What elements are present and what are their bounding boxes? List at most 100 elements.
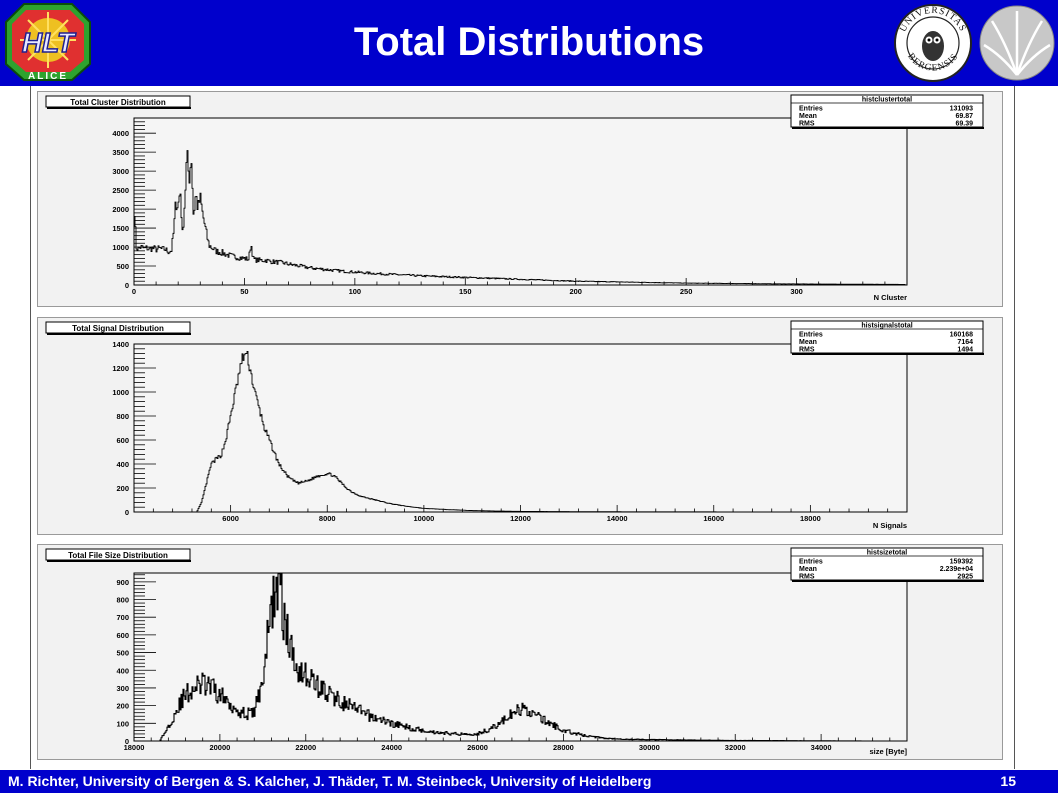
y-axis: 0 100 200 300 400 500 600 700 800 900 <box>116 574 156 746</box>
university-of-bergen-seal: UNIVERSITAS BERGENSIS <box>894 4 972 82</box>
x-tick-label: 150 <box>459 287 472 296</box>
y-tick-label: 200 <box>116 484 129 493</box>
y-tick-label: 500 <box>116 262 129 271</box>
histogram-svg: Total File Size Distribution histsizetota… <box>45 547 984 756</box>
x-tick-label: 30000 <box>639 743 660 752</box>
y-tick-label: 1200 <box>112 364 129 373</box>
y-tick-label: 500 <box>116 649 129 658</box>
stats-label-rms: RMS <box>799 574 815 581</box>
y-tick-label: 100 <box>116 719 129 728</box>
histogram-title: Total Signal Distribution <box>72 324 164 333</box>
x-tick-label: 100 <box>349 287 362 296</box>
filesize-histogram-panel: Total File Size Distribution histsizetota… <box>37 544 1003 760</box>
x-tick-label: 0 <box>132 287 136 296</box>
stats-label-entries: Entries <box>799 106 823 113</box>
stats-value-mean: 69.87 <box>955 113 973 120</box>
x-tick-label: 16000 <box>703 514 724 523</box>
y-tick-label: 200 <box>116 702 129 711</box>
histogram-svg: Total Cluster Distribution histclustertot… <box>45 94 984 302</box>
stats-value-rms: 69.39 <box>955 121 973 128</box>
alice-logo-text: ALICE <box>28 71 68 82</box>
x-tick-label: 6000 <box>222 514 239 523</box>
y-tick-label: 0 <box>125 281 129 290</box>
y-tick-label: 1000 <box>112 388 129 397</box>
stats-label-mean: Mean <box>799 339 817 346</box>
signal-histogram-panel: Total Signal Distribution histsignalstota… <box>37 317 1003 535</box>
stats-label-entries: Entries <box>799 332 823 339</box>
y-tick-label: 1000 <box>112 243 129 252</box>
stats-value-entries: 160168 <box>950 332 973 339</box>
stats-value-mean: 7164 <box>957 339 973 346</box>
stats-label-mean: Mean <box>799 113 817 120</box>
histogram-title-box: Total Cluster Distribution <box>45 95 191 109</box>
x-axis-label: N Cluster <box>874 293 907 302</box>
y-tick-label: 2000 <box>112 205 129 214</box>
stats-box: histsignalstotal Entries 160168 Mean 7164 RMS… <box>790 320 984 355</box>
x-tick-label: 12000 <box>510 514 531 523</box>
y-tick-label: 1500 <box>112 224 129 233</box>
histogram-title-box: Total File Size Distribution <box>45 548 191 562</box>
x-tick-label: 14000 <box>607 514 628 523</box>
heidelberg-logo <box>979 5 1055 81</box>
x-tick-label: 50 <box>240 287 248 296</box>
stats-box: histclustertotal Entries 131093 Mean 69.87 RM… <box>790 94 984 129</box>
cluster-histogram-panel: Total Cluster Distribution histclustertot… <box>37 91 1003 307</box>
y-tick-label: 400 <box>116 460 129 469</box>
page-number: 15 <box>1000 773 1016 789</box>
x-axis: 0 50 100 150 200 250 300 <box>132 278 908 296</box>
histogram-series-line <box>134 572 907 742</box>
x-tick-label: 28000 <box>553 743 574 752</box>
y-tick-label: 3000 <box>112 167 129 176</box>
y-tick-label: 800 <box>116 596 129 605</box>
histogram-title: Total Cluster Distribution <box>70 98 166 107</box>
y-tick-label: 700 <box>116 613 129 622</box>
footer-authors: M. Richter, University of Bergen & S. Ka… <box>8 773 652 789</box>
stats-label-rms: RMS <box>799 347 815 354</box>
slide-header: HLT ALICE Total Distributions UNIVERSITA… <box>0 0 1058 86</box>
x-tick-label: 24000 <box>381 743 402 752</box>
stats-value-mean: 2.239e+04 <box>940 566 973 573</box>
slide-footer: M. Richter, University of Bergen & S. Ka… <box>0 770 1058 793</box>
y-tick-label: 0 <box>125 508 129 517</box>
x-tick-label: 32000 <box>725 743 746 752</box>
hlt-alice-logo: HLT ALICE <box>5 3 91 82</box>
x-tick-label: 8000 <box>319 514 336 523</box>
y-tick-label: 2500 <box>112 186 129 195</box>
slide-title: Total Distributions <box>353 20 705 64</box>
y-tick-label: 0 <box>125 737 129 746</box>
stats-value-entries: 159392 <box>950 559 973 566</box>
stats-name: histclustertotal <box>862 97 912 104</box>
x-tick-label: 26000 <box>467 743 488 752</box>
x-axis-label: N Signals <box>873 521 907 530</box>
y-tick-label: 300 <box>116 684 129 693</box>
x-tick-label: 300 <box>790 287 803 296</box>
stats-value-rms: 2925 <box>957 574 973 581</box>
x-tick-label: 10000 <box>413 514 434 523</box>
y-tick-label: 600 <box>116 631 129 640</box>
x-tick-label: 250 <box>680 287 693 296</box>
y-tick-label: 4000 <box>112 129 129 138</box>
stats-box: histsizetotal Entries 159392 Mean 2.239e+04 R… <box>790 547 984 582</box>
x-tick-label: 18000 <box>124 743 145 752</box>
y-tick-label: 600 <box>116 436 129 445</box>
histogram-title: Total File Size Distribution <box>68 551 168 560</box>
plot-frame <box>133 343 908 513</box>
stats-label-mean: Mean <box>799 566 817 573</box>
x-axis: 6000 8000 10000 12000 14000 16000 18000 <box>133 505 908 523</box>
y-tick-label: 3500 <box>112 148 129 157</box>
stats-name: histsizetotal <box>867 550 908 557</box>
y-tick-label: 900 <box>116 578 129 587</box>
y-tick-label: 400 <box>116 666 129 675</box>
y-tick-label: 1400 <box>112 340 129 349</box>
stats-value-rms: 1494 <box>957 347 973 354</box>
hlt-logo-text: HLT <box>22 27 77 58</box>
y-axis: 0 500 1000 1500 2000 2500 3000 3500 4000 <box>112 117 156 290</box>
x-tick-label: 20000 <box>209 743 230 752</box>
histogram-svg: Total Signal Distribution histsignalstota… <box>45 320 984 530</box>
stats-label-entries: Entries <box>799 559 823 566</box>
x-tick-label: 34000 <box>811 743 832 752</box>
x-tick-label: 200 <box>569 287 582 296</box>
x-axis: 18000 20000 22000 24000 26000 28000 30000 32000… <box>124 734 908 752</box>
y-tick-label: 800 <box>116 412 129 421</box>
plot-frame <box>133 117 908 286</box>
